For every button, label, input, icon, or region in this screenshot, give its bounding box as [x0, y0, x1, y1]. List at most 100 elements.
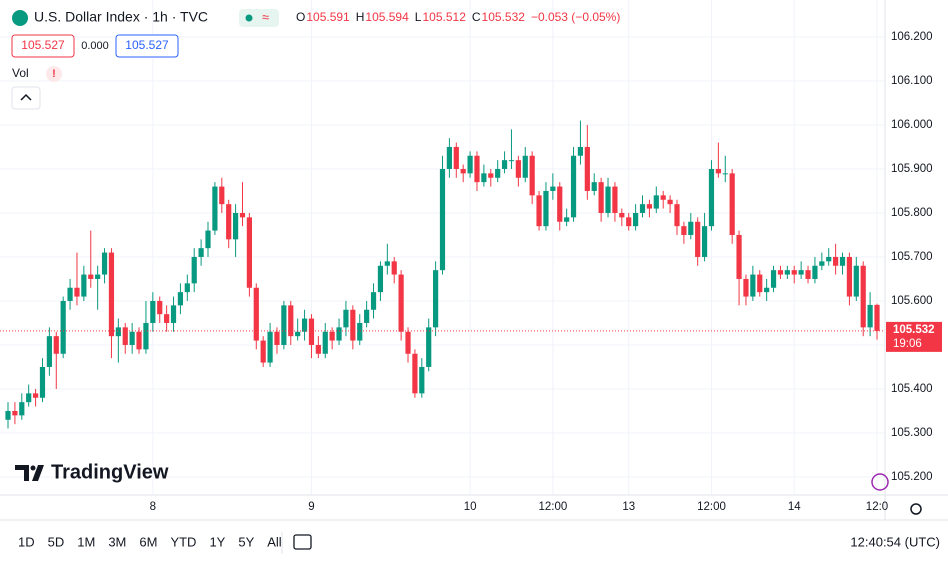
candle-body	[536, 195, 542, 227]
candle-body	[419, 366, 425, 394]
candle-body	[798, 270, 804, 275]
candle-body	[467, 155, 473, 174]
candle-body	[301, 318, 308, 332]
candle-body	[67, 287, 73, 301]
candle-body	[515, 160, 521, 178]
settings-icon[interactable]	[910, 503, 922, 515]
y-tick-label: 105.200	[891, 471, 933, 483]
range-button[interactable]: 3M	[108, 534, 126, 549]
candle-body	[860, 265, 866, 328]
candle-body	[619, 212, 625, 218]
last-price-label: 105.532	[893, 324, 935, 336]
candle-body	[812, 265, 818, 279]
bid: 105.527	[21, 38, 65, 52]
clock: 12:40:54 (UTC)	[850, 534, 940, 549]
x-tick-label: 8	[150, 501, 156, 513]
range-button[interactable]: 6M	[139, 534, 157, 549]
x-tick-label: 9	[308, 501, 314, 513]
candle-body	[53, 336, 59, 354]
alert-icon[interactable]	[871, 473, 889, 491]
candle-body	[267, 331, 273, 363]
candle-body	[322, 331, 328, 354]
candle-body	[874, 304, 880, 331]
candle-body	[232, 212, 239, 240]
candle-body	[177, 292, 184, 306]
x-tick-label: 12:00	[697, 501, 726, 513]
y-tick-label: 105.300	[891, 427, 933, 439]
candle-body	[488, 173, 494, 178]
status-dot	[245, 14, 253, 22]
candle-body	[674, 204, 680, 227]
symbol: U.S. Dollar Index · 1h · TVC	[34, 9, 208, 25]
candle-body	[777, 270, 784, 275]
candle-body	[839, 256, 846, 266]
candle-body	[453, 146, 459, 169]
candle-body	[660, 195, 666, 200]
candle-body	[274, 331, 280, 345]
x-tick-label: 12:00	[538, 501, 567, 513]
ohlc-value: 105.532	[482, 10, 526, 24]
candle-body	[564, 217, 570, 222]
status-badge[interactable]	[239, 9, 279, 27]
ask-box[interactable]	[115, 34, 179, 58]
candle-body	[122, 327, 128, 345]
candle-body	[439, 168, 446, 271]
axes: 105.200105.300105.400105.500105.600105.7…	[150, 31, 942, 513]
candle-body	[867, 304, 873, 328]
y-tick-label: 105.800	[891, 207, 933, 219]
candle-body	[529, 155, 535, 196]
candle-body	[688, 221, 694, 235]
candle-body	[219, 186, 225, 205]
candle-body	[315, 344, 321, 354]
delay-icon: ≈	[262, 9, 269, 24]
candle-body	[557, 186, 563, 222]
candle-body	[101, 252, 108, 275]
candle-body	[150, 300, 156, 323]
range-button[interactable]: YTD	[170, 534, 196, 549]
candle-body	[405, 331, 411, 354]
range-button[interactable]: 5D	[48, 534, 65, 549]
candles	[0, 120, 885, 429]
candle-body	[32, 393, 39, 398]
candle-body	[570, 155, 577, 218]
date-range-icon[interactable]	[293, 534, 312, 550]
candle-body	[826, 256, 832, 262]
range-button[interactable]: 1M	[77, 534, 95, 549]
warning-mark: !	[52, 68, 56, 80]
range-button[interactable]: All	[267, 534, 282, 549]
candle-body	[46, 336, 52, 367]
y-tick-label: 105.900	[891, 163, 933, 175]
candle-body	[460, 168, 466, 174]
range-button[interactable]: 5Y	[238, 534, 254, 549]
range-button[interactable]: 1Y	[209, 534, 225, 549]
candle-body	[708, 168, 715, 227]
candle-body	[412, 353, 418, 394]
candle-body	[433, 270, 439, 328]
bid-box[interactable]	[11, 34, 75, 58]
candle-body	[88, 274, 94, 279]
candle-body	[212, 186, 218, 231]
candle-body	[143, 322, 149, 350]
collapse-button[interactable]	[11, 86, 41, 110]
range-button[interactable]: 1D	[18, 534, 35, 549]
y-tick-label: 106.000	[891, 119, 933, 131]
volume-label: Vol	[12, 66, 29, 80]
candle-body	[750, 274, 756, 297]
candle-body	[343, 309, 349, 328]
candle-body	[481, 173, 487, 183]
candle-body	[584, 146, 590, 191]
candle-body	[81, 274, 87, 297]
candle-body	[157, 300, 163, 315]
candle-body	[426, 327, 432, 367]
candle-body	[764, 287, 770, 293]
toolbar: 1D 5D 1M 3M 6M YTD 1Y 5Y All	[18, 534, 282, 549]
candle-body	[626, 217, 632, 227]
candle-body	[281, 305, 287, 345]
x-tick-label: 13	[622, 501, 635, 513]
ohlc: O 105.591 H 105.594 L 105.512 C 105.532 −0.053 (…	[296, 10, 620, 24]
candle-body	[653, 195, 659, 209]
candle-body	[95, 274, 101, 279]
candle-body	[308, 318, 315, 345]
candle-body	[108, 252, 115, 337]
